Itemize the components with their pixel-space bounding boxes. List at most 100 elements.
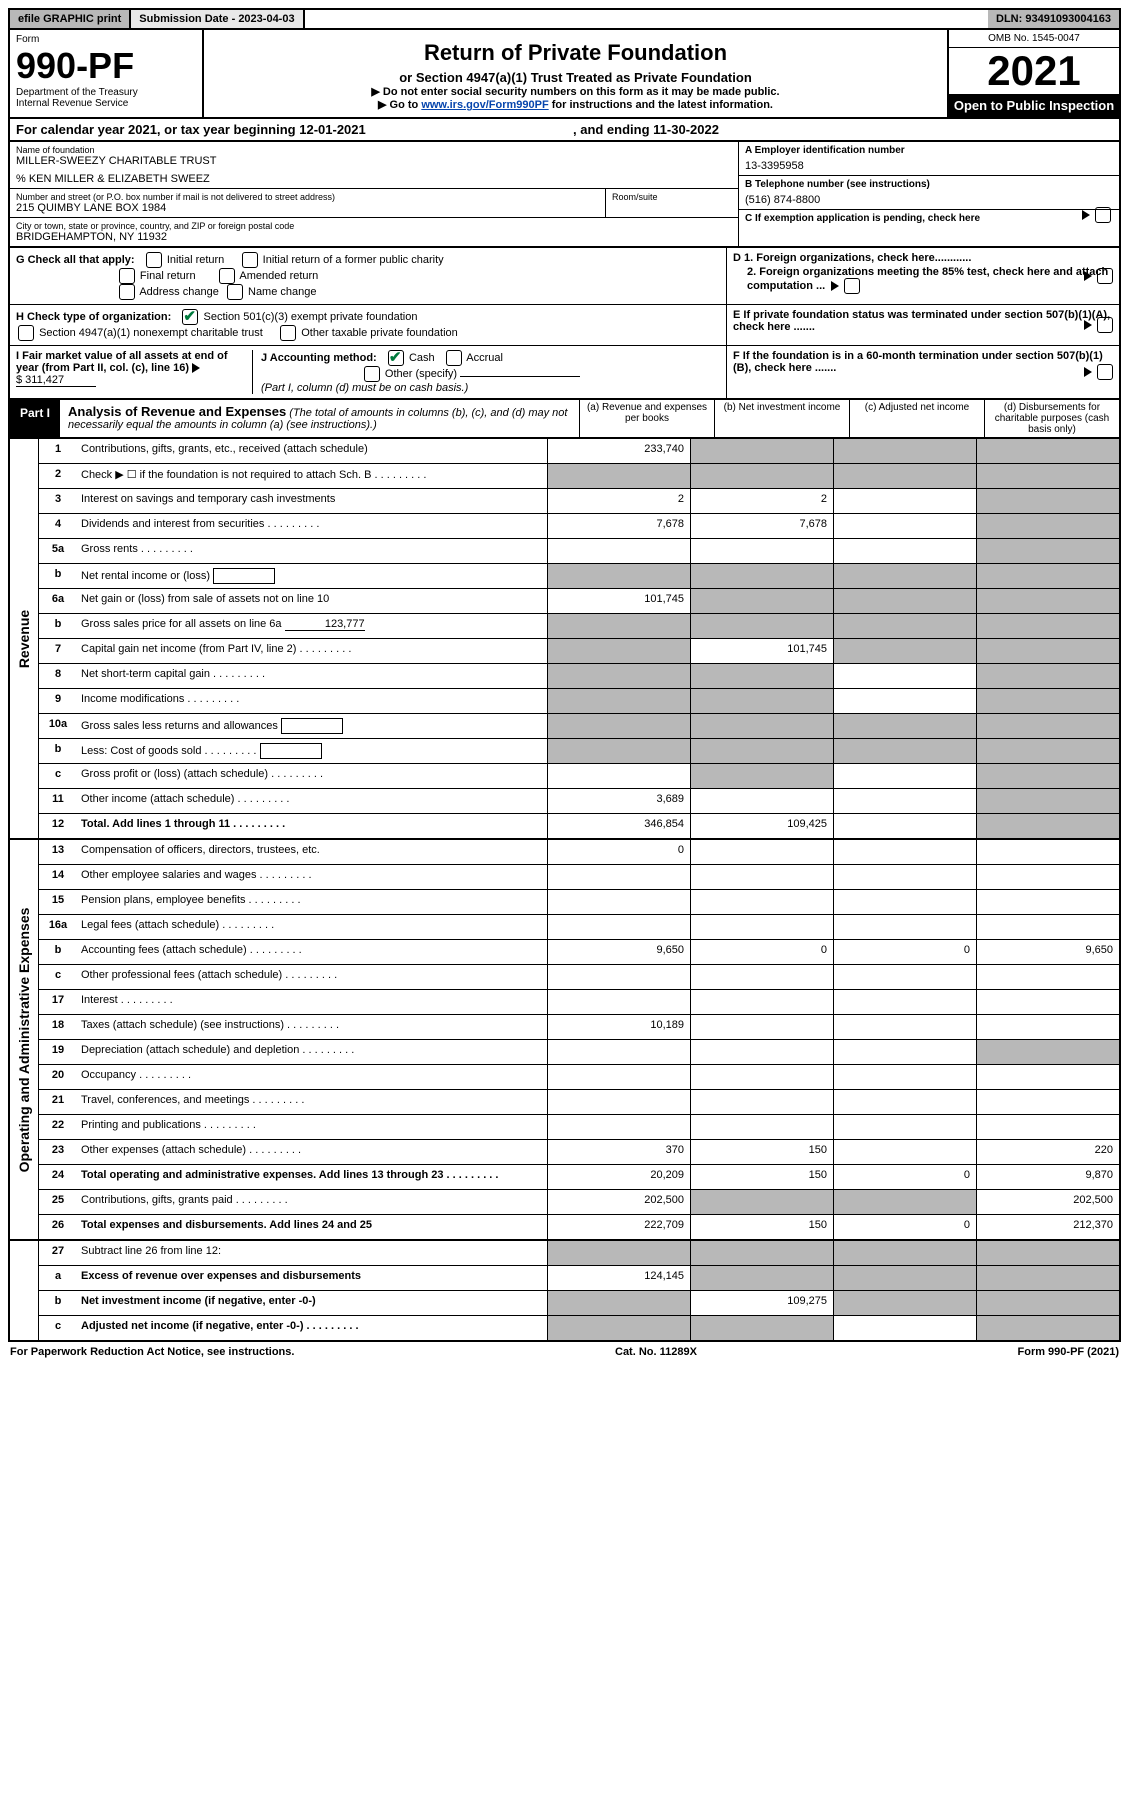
cell-a: [547, 1316, 690, 1340]
row-num: 17: [39, 990, 77, 1014]
arrow-icon: [1084, 271, 1092, 281]
cell-c: [833, 514, 976, 538]
j-accrual-checkbox[interactable]: [446, 350, 462, 366]
city-cell: City or town, state or province, country…: [10, 218, 738, 246]
cell-c: [833, 689, 976, 713]
cell-a: [547, 1291, 690, 1315]
row-desc: Excess of revenue over expenses and disb…: [77, 1266, 547, 1290]
row-num: 19: [39, 1040, 77, 1064]
g-name-checkbox[interactable]: [227, 284, 243, 300]
cell-d: 9,650: [976, 940, 1119, 964]
g-amended-checkbox[interactable]: [219, 268, 235, 284]
g-final-checkbox[interactable]: [119, 268, 135, 284]
revenue-side-label: Revenue: [10, 439, 39, 838]
row-desc: Pension plans, employee benefits: [77, 890, 547, 914]
form-subtitle: or Section 4947(a)(1) Trust Treated as P…: [210, 70, 941, 85]
row-num: 15: [39, 890, 77, 914]
part-desc: Analysis of Revenue and Expenses (The to…: [60, 400, 579, 437]
cell-b: [690, 789, 833, 813]
part-label: Part I: [10, 400, 60, 437]
h-501c3-checkbox[interactable]: [182, 309, 198, 325]
row-num: 11: [39, 789, 77, 813]
cell-a: [547, 1065, 690, 1089]
g-initial-checkbox[interactable]: [146, 252, 162, 268]
f-checkbox[interactable]: [1097, 364, 1113, 380]
foundation-name: MILLER-SWEEZY CHARITABLE TRUST: [16, 155, 732, 167]
cell-d: [976, 1241, 1119, 1265]
arrow-icon: [1082, 210, 1090, 220]
cell-a: [547, 1115, 690, 1139]
cell-a: [547, 664, 690, 688]
col-c-head: (c) Adjusted net income: [849, 400, 984, 437]
cell-a: 10,189: [547, 1015, 690, 1039]
cell-a: 2: [547, 489, 690, 513]
g-address-checkbox[interactable]: [119, 284, 135, 300]
cell-d: 202,500: [976, 1190, 1119, 1214]
row-desc: Gross sales price for all assets on line…: [77, 614, 547, 638]
row-desc: Interest: [77, 990, 547, 1014]
cell-d: 212,370: [976, 1215, 1119, 1239]
j-cash-checkbox[interactable]: [388, 350, 404, 366]
row-desc: Travel, conferences, and meetings: [77, 1090, 547, 1114]
row-desc: Contributions, gifts, grants paid: [77, 1190, 547, 1214]
cell-c: [833, 865, 976, 889]
page-footer: For Paperwork Reduction Act Notice, see …: [8, 1342, 1121, 1362]
cell-d: 9,870: [976, 1165, 1119, 1189]
row-desc: Net short-term capital gain: [77, 664, 547, 688]
j-other-checkbox[interactable]: [364, 366, 380, 382]
row-num: 24: [39, 1165, 77, 1189]
e-row: E If private foundation status was termi…: [726, 305, 1119, 345]
table-row: 12Total. Add lines 1 through 11346,85410…: [39, 814, 1119, 838]
cell-b: [690, 614, 833, 638]
table-row: bGross sales price for all assets on lin…: [39, 614, 1119, 639]
cell-b: [690, 965, 833, 989]
table-row: 2Check ▶ ☐ if the foundation is not requ…: [39, 464, 1119, 489]
line27-table: 27Subtract line 26 from line 12:aExcess …: [8, 1241, 1121, 1342]
cell-d: [976, 915, 1119, 939]
row-desc: Gross profit or (loss) (attach schedule): [77, 764, 547, 788]
row-num: 3: [39, 489, 77, 513]
row-num: 23: [39, 1140, 77, 1164]
row-desc: Other professional fees (attach schedule…: [77, 965, 547, 989]
care-of: % KEN MILLER & ELIZABETH SWEEZ: [16, 173, 732, 185]
h-4947-checkbox[interactable]: [18, 325, 34, 341]
cell-c: [833, 1291, 976, 1315]
cell-a: 222,709: [547, 1215, 690, 1239]
cell-b: [690, 1266, 833, 1290]
cell-b: [690, 1190, 833, 1214]
cell-c: 0: [833, 940, 976, 964]
row-desc: Accounting fees (attach schedule): [77, 940, 547, 964]
row-num: b: [39, 1291, 77, 1315]
row-num: c: [39, 965, 77, 989]
table-row: 18Taxes (attach schedule) (see instructi…: [39, 1015, 1119, 1040]
c-checkbox[interactable]: [1095, 207, 1111, 223]
expenses-side-label: Operating and Administrative Expenses: [10, 840, 39, 1239]
room-cell: Room/suite: [605, 189, 738, 218]
table-row: cOther professional fees (attach schedul…: [39, 965, 1119, 990]
e-checkbox[interactable]: [1097, 317, 1113, 333]
row-num: 20: [39, 1065, 77, 1089]
cell-b: [690, 840, 833, 864]
table-row: 19Depreciation (attach schedule) and dep…: [39, 1040, 1119, 1065]
ein-cell: A Employer identification number 13-3395…: [739, 142, 1119, 176]
row-num: 13: [39, 840, 77, 864]
form-title: Return of Private Foundation: [210, 40, 941, 66]
h-other-checkbox[interactable]: [280, 325, 296, 341]
form-link[interactable]: www.irs.gov/Form990PF: [421, 99, 548, 111]
cell-a: 101,745: [547, 589, 690, 613]
row-num: b: [39, 614, 77, 638]
d2-checkbox[interactable]: [844, 278, 860, 294]
calendar-year-row: For calendar year 2021, or tax year begi…: [8, 119, 1121, 142]
table-row: 9Income modifications: [39, 689, 1119, 714]
city-state-zip: BRIDGEHAMPTON, NY 11932: [16, 231, 732, 243]
row-desc: Check ▶ ☐ if the foundation is not requi…: [77, 464, 547, 488]
g-initial-former-checkbox[interactable]: [242, 252, 258, 268]
d1-checkbox[interactable]: [1097, 268, 1113, 284]
cell-d: [976, 890, 1119, 914]
col-a-head: (a) Revenue and expenses per books: [579, 400, 714, 437]
cell-d: [976, 514, 1119, 538]
cell-a: 202,500: [547, 1190, 690, 1214]
row-desc: Compensation of officers, directors, tru…: [77, 840, 547, 864]
footer-right: Form 990-PF (2021): [1018, 1346, 1119, 1358]
row-desc: Occupancy: [77, 1065, 547, 1089]
